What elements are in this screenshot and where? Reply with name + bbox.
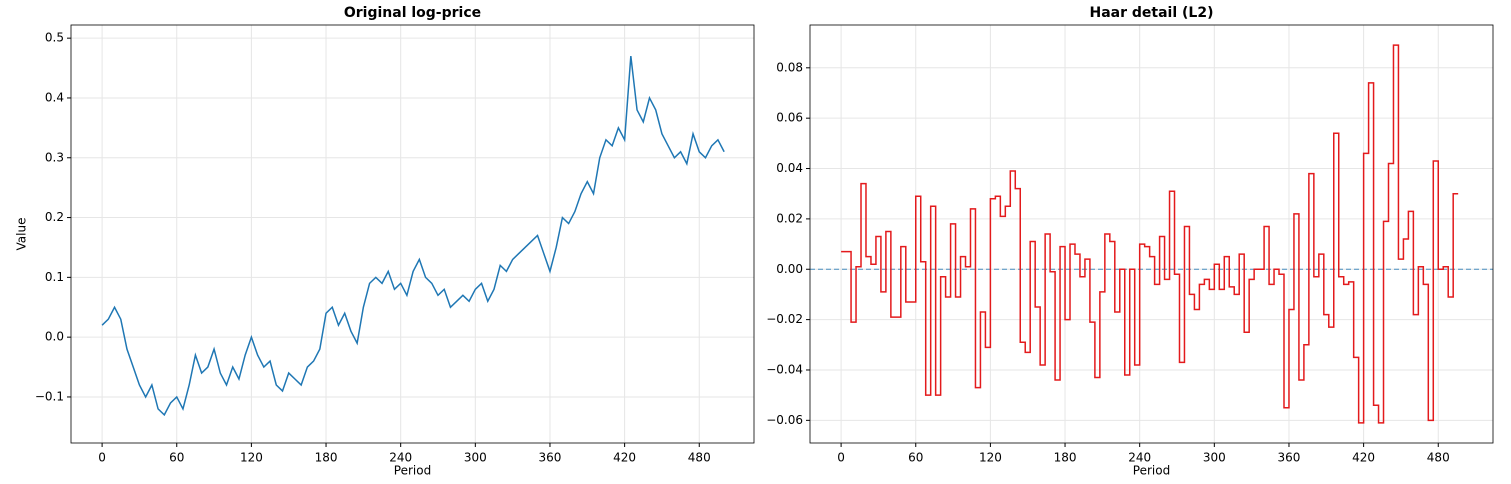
x-tick-label: 480	[688, 451, 711, 465]
y-tick-label: 0.1	[45, 270, 64, 284]
x-tick-label: 300	[1203, 451, 1226, 465]
x-tick-label: 480	[1427, 451, 1450, 465]
y-tick-label: −0.06	[766, 413, 803, 427]
x-tick-label: 240	[1128, 451, 1151, 465]
x-tick-label: 0	[837, 451, 845, 465]
x-tick-label: 360	[1278, 451, 1301, 465]
x-tick-label: 180	[1054, 451, 1077, 465]
x-tick-label: 240	[389, 451, 412, 465]
y-tick-label: 0.5	[45, 31, 64, 45]
x-tick-label: 360	[539, 451, 562, 465]
chart-title: Original log-price	[344, 5, 481, 21]
plot-frame	[70, 24, 755, 444]
y-tick-label: 0.2	[45, 210, 64, 224]
x-tick-label: 420	[613, 451, 636, 465]
y-tick-label: −0.04	[766, 362, 803, 376]
x-axis-label: Period	[394, 464, 431, 478]
x-tick-label: 60	[908, 451, 923, 465]
x-tick-label: 0	[98, 451, 106, 465]
y-axis-label: Value	[15, 218, 29, 251]
y-tick-label: −0.02	[766, 312, 803, 326]
x-tick-label: 300	[464, 451, 487, 465]
y-tick-label: −0.1	[35, 389, 64, 403]
y-tick-label: 0.02	[776, 211, 803, 225]
x-tick-label: 180	[315, 451, 338, 465]
x-tick-label: 120	[979, 451, 1002, 465]
step-line	[841, 44, 1459, 424]
y-tick-label: 0.4	[45, 90, 64, 104]
plot-frame	[809, 24, 1494, 444]
chart-title: Haar detail (L2)	[1090, 5, 1214, 21]
y-tick-label: 0.04	[776, 161, 803, 175]
y-tick-label: 0.06	[776, 111, 803, 125]
y-tick-label: 0.00	[776, 262, 803, 276]
x-tick-label: 120	[240, 451, 263, 465]
x-axis-label: Period	[1133, 464, 1170, 478]
x-tick-label: 420	[1352, 451, 1375, 465]
x-tick-label: 60	[169, 451, 184, 465]
y-tick-label: 0.08	[776, 60, 803, 74]
y-tick-label: 0.3	[45, 150, 64, 164]
data-line	[101, 56, 725, 417]
y-tick-label: 0.0	[45, 330, 64, 344]
